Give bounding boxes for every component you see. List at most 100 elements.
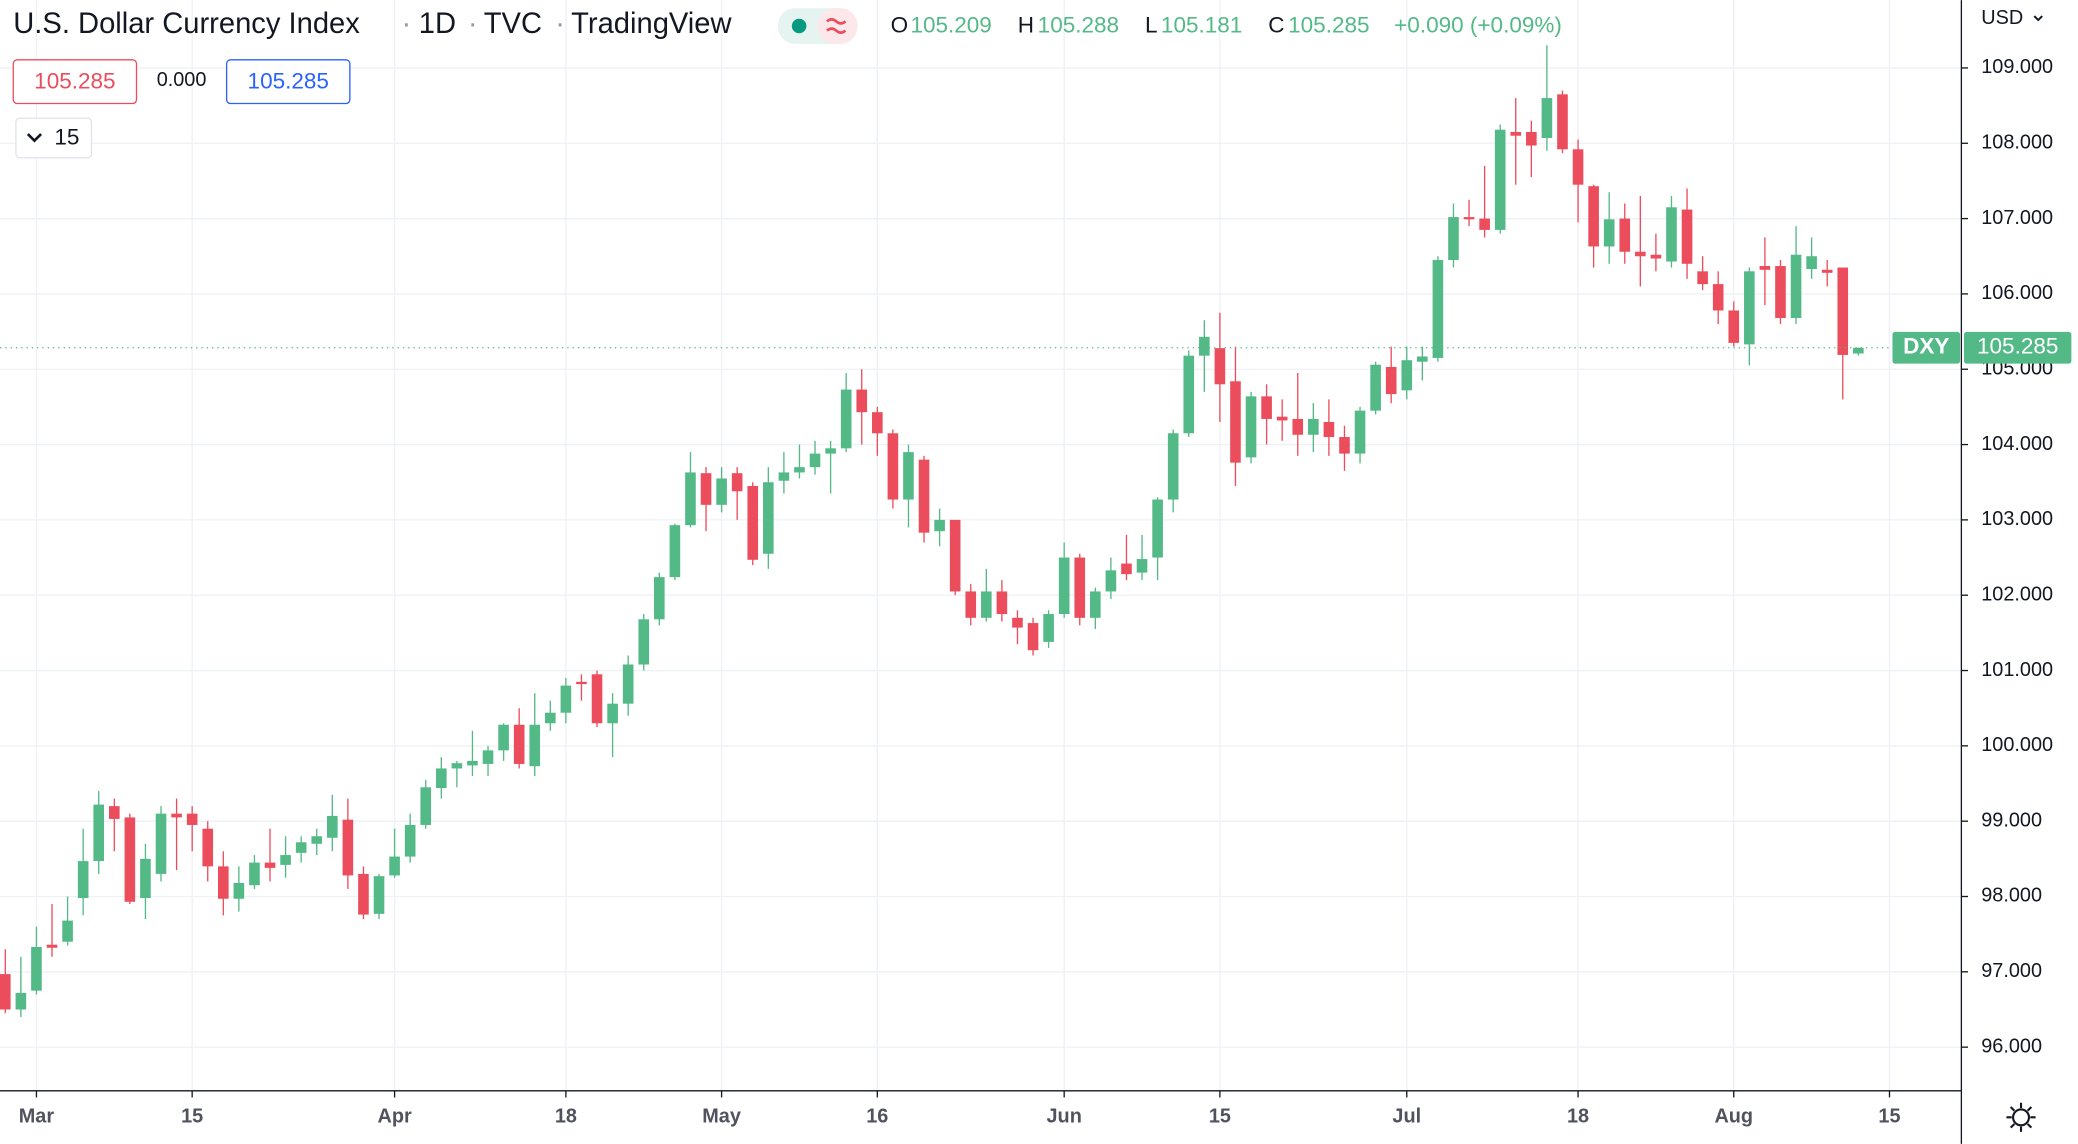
ohlc-change: +0.090 (+0.09%) [1394,13,1562,38]
candle-body [1821,269,1833,273]
candle-body [280,855,291,865]
candles [0,45,1962,1018]
candle-body [856,389,868,413]
candle-body [373,876,385,914]
candle-body [591,674,603,724]
ohlc-legend: O 105.209 H 105.288 L 105.181 C 105.285 +0.090 (… [891,13,1562,38]
candle-body [1744,271,1755,345]
candle-body [809,453,821,468]
interval-control[interactable] [15,117,93,159]
candle-body [545,712,556,724]
candle-body [93,804,105,862]
candle-body [1681,209,1693,264]
ohlc-label: O [891,13,909,38]
price-tag [1964,331,2072,364]
candle-body [1837,267,1849,355]
chart-title: U.S. Dollar Currency Index [13,8,360,40]
candle-body [1619,218,1631,252]
candle-body [358,873,369,915]
x-tick-label: May [702,1106,741,1128]
candle-body [887,433,899,500]
candle-body [996,591,1008,615]
candle-body [1308,418,1319,435]
separator: · [402,8,412,40]
chevron-icon [2033,15,2043,22]
currency-selector[interactable]: USD [1981,7,2023,29]
candle-body [1510,131,1522,136]
y-tick-label: 101.000 [1981,659,2053,681]
candle-body [1136,559,1148,573]
candle-body [467,760,478,766]
candle-body [576,681,587,685]
y-tick-label: 96.000 [1981,1035,2042,1057]
candle-body [15,992,27,1010]
candle-body [1105,570,1117,592]
candle-body [1479,218,1490,230]
candle-body [1790,254,1802,319]
candle-body [295,842,307,853]
candle-body [451,763,463,769]
sell-button[interactable] [12,59,138,105]
candle-body [1167,433,1179,500]
gear-teeth [2006,1102,2036,1132]
candle-body [1775,266,1786,319]
candle-body [1385,366,1397,395]
separator: · [468,8,478,40]
candle-body [685,472,696,526]
candle-body [46,944,58,948]
y-tick-label: 108.000 [1981,132,2053,154]
candle-body [327,815,338,838]
candle-body [186,813,198,825]
candle-body [1650,254,1662,259]
candle-body [77,861,89,899]
candle-body [1230,381,1241,463]
buy-price: 105.285 [248,68,329,93]
candle-body [389,856,400,876]
ohlc-value: 105.288 [1038,13,1119,38]
candle-body [1463,217,1475,220]
x-tick-label: Apr [377,1106,411,1128]
candle-body [62,920,73,942]
candle-body [1090,591,1101,618]
candle-body [482,750,494,764]
candle-body [1370,364,1381,411]
candle-body [1245,396,1257,458]
candle-body [1276,416,1288,421]
candle-body [311,836,323,844]
candle-body [1323,421,1335,438]
candle-body [218,866,229,899]
x-tick-label: Aug [1714,1106,1753,1128]
y-tick-label: 103.000 [1981,508,2053,530]
candle-body [0,974,11,1010]
settings-icon[interactable] [2006,1102,2036,1132]
candle-body [1759,266,1771,270]
candle-body [529,724,541,767]
candle-body [607,703,618,724]
candle-body [1541,98,1553,138]
candle-body [513,724,525,764]
ohlc-value: 105.209 [910,13,991,38]
candle-body [436,768,447,789]
grid [0,0,1962,1091]
y-tick-label: 109.000 [1981,56,2053,78]
candle-body [903,452,914,500]
candle-body [622,664,634,704]
buy-button[interactable] [225,59,351,105]
symbol-tag [1892,331,1961,364]
candle-body [404,824,416,857]
spread: 0.000 [157,69,207,91]
candle-body [1058,557,1070,615]
symbol-tag-label: DXY [1903,334,1949,359]
candle-body [1588,186,1599,247]
candle-body [109,806,120,819]
candle-body [1603,219,1615,247]
candle-body [669,525,681,578]
candle-body [1074,557,1086,618]
sell-price: 105.285 [34,68,115,93]
x-tick-label: 15 [1209,1106,1231,1128]
candle-body [560,685,572,713]
exchange: TVC [484,8,542,40]
y-tick-label: 106.000 [1981,282,2053,304]
source: TradingView [571,8,732,40]
candle-body [1417,356,1428,362]
